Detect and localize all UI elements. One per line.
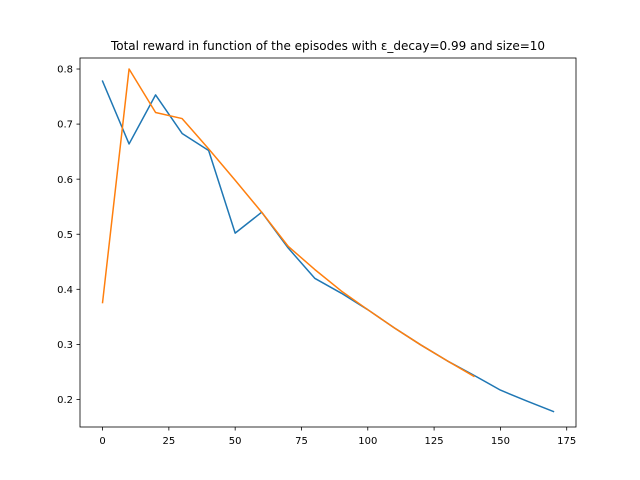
plot-frame: [79, 57, 577, 428]
x-tick-label: 75: [295, 436, 308, 447]
y-tick-label: 0.7: [57, 120, 73, 131]
x-tick-label: 100: [358, 436, 377, 447]
axes-layer: [79, 57, 577, 428]
y-tick-label: 0.2: [57, 395, 73, 406]
x-tick-label: 150: [491, 436, 510, 447]
y-tick-label: 0.6: [57, 175, 73, 186]
series-line-1: [101, 80, 555, 413]
y-tick-label: 0.3: [57, 340, 73, 351]
y-tick-label: 0.8: [57, 65, 73, 76]
x-tick-label: 25: [162, 436, 175, 447]
x-axis-ticks: 0 25 50 75 100 125 150 175: [99, 427, 576, 447]
y-axis-ticks: 0.2 0.3 0.4 0.5 0.6 0.7 0.8: [57, 65, 80, 406]
series-layer: [101, 68, 555, 413]
x-tick-label: 175: [557, 436, 576, 447]
x-tick-label: 0: [99, 436, 105, 447]
series-line-2: [101, 68, 475, 378]
chart-title: Total reward in function of the episodes…: [110, 39, 545, 53]
x-tick-label: 50: [229, 436, 242, 447]
y-tick-label: 0.5: [57, 230, 73, 241]
y-tick-label: 0.4: [57, 285, 73, 296]
x-tick-label: 125: [425, 436, 444, 447]
